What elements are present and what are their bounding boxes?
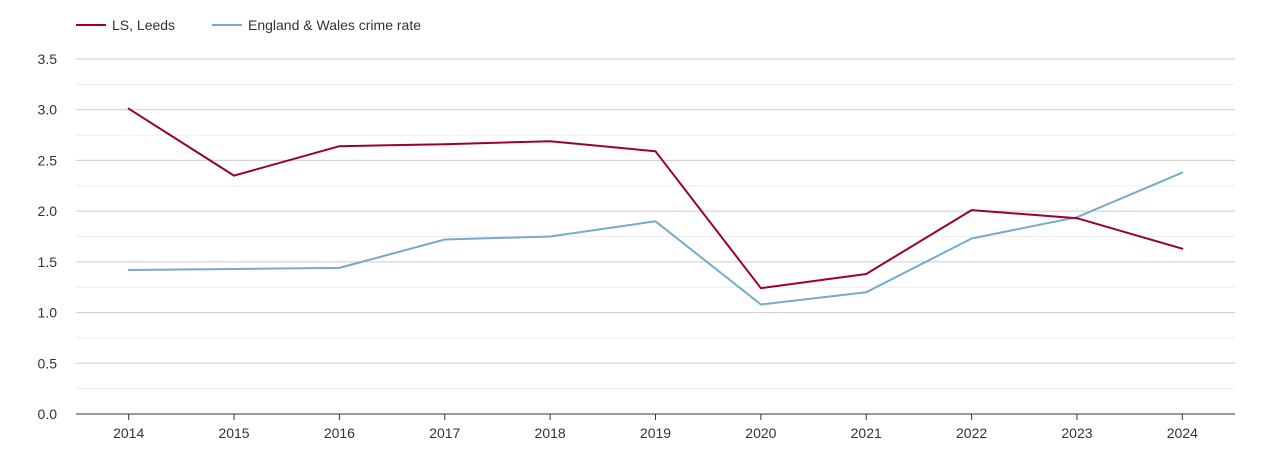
y-tick-label: 1.5 bbox=[38, 254, 58, 270]
axes: 0.0 0.5 1.0 1.5 2.0 2.5 3.0 3.5 2014 2015 2016 2017… bbox=[38, 51, 1235, 441]
y-tick-label: 1.0 bbox=[38, 305, 58, 321]
y-tick-label: 3.0 bbox=[38, 102, 58, 118]
x-tick-label: 2015 bbox=[218, 425, 249, 441]
x-tick-label: 2020 bbox=[745, 425, 776, 441]
series-line-england-wales[interactable] bbox=[127, 171, 1184, 306]
x-tick-label: 2023 bbox=[1061, 425, 1092, 441]
x-tick-label: 2022 bbox=[956, 425, 987, 441]
series-line-leeds[interactable] bbox=[127, 107, 1184, 290]
x-tick-label: 2018 bbox=[535, 425, 566, 441]
legend-item-england-wales[interactable]: England & Wales crime rate bbox=[212, 17, 421, 33]
y-tick-label: 3.5 bbox=[38, 51, 58, 67]
grid-lines bbox=[76, 58, 1235, 390]
x-tick-label: 2016 bbox=[324, 425, 355, 441]
x-tick-label: 2014 bbox=[113, 425, 144, 441]
legend: LS, Leeds England & Wales crime rate bbox=[76, 17, 421, 33]
x-tick-label: 2017 bbox=[429, 425, 460, 441]
y-tick-label: 0.5 bbox=[38, 355, 58, 371]
series-lines bbox=[127, 107, 1184, 306]
x-tick-label: 2021 bbox=[851, 425, 882, 441]
legend-label-england-wales: England & Wales crime rate bbox=[248, 17, 421, 33]
y-tick-label: 2.5 bbox=[38, 152, 58, 168]
legend-item-leeds[interactable]: LS, Leeds bbox=[76, 17, 175, 33]
legend-label-leeds: LS, Leeds bbox=[112, 17, 175, 33]
y-tick-label: 2.0 bbox=[38, 203, 58, 219]
y-tick-label: 0.0 bbox=[38, 406, 58, 422]
x-tick-label: 2019 bbox=[640, 425, 671, 441]
x-tick-label: 2024 bbox=[1167, 425, 1198, 441]
